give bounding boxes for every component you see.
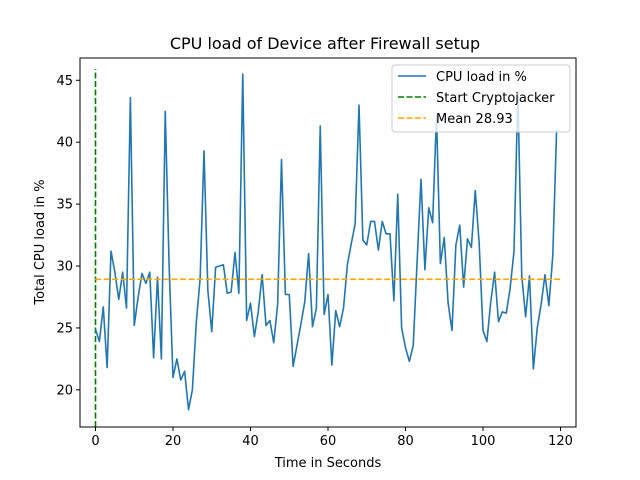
y-tick-label: 35	[56, 198, 73, 213]
y-tick-label: 25	[56, 321, 73, 336]
cpu-load-line	[94, 73, 558, 411]
y-tick-label: 45	[56, 74, 73, 89]
plot-area	[94, 69, 561, 427]
y-tick-label: 40	[56, 136, 73, 151]
x-tick-label: 80	[397, 434, 414, 449]
x-tick-label: 0	[91, 434, 99, 449]
y-tick-label: 30	[56, 260, 73, 275]
chart-title: CPU load of Device after Firewall setup	[170, 34, 480, 53]
legend-label-cpu: CPU load in %	[436, 70, 527, 85]
y-axis-label: Total CPU load in %	[33, 179, 48, 305]
legend-label-start: Start Cryptojacker	[436, 91, 555, 106]
legend: CPU load in % Start Cryptojacker Mean 28…	[391, 64, 571, 133]
x-tick-label: 60	[320, 434, 337, 449]
x-axis: 0 20 40 60 80 100 120	[91, 427, 573, 449]
legend-label-mean: Mean 28.93	[436, 112, 513, 127]
x-tick-label: 40	[242, 434, 259, 449]
x-axis-label: Time in Seconds	[274, 456, 382, 471]
y-tick-label: 20	[56, 383, 73, 398]
y-axis: 20 25 30 35 40 45	[56, 74, 80, 398]
x-tick-label: 100	[471, 434, 496, 449]
x-tick-label: 20	[165, 434, 182, 449]
x-tick-label: 120	[548, 434, 573, 449]
legend-box	[391, 64, 571, 133]
